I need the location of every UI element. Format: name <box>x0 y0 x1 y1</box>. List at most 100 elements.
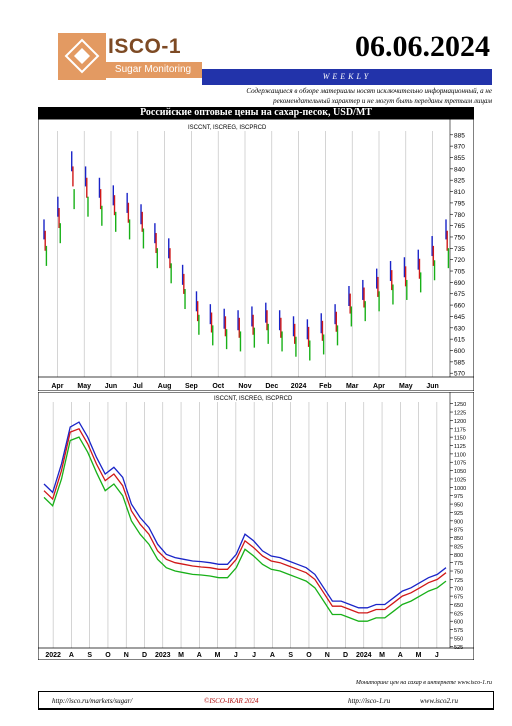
y-tick-label: 575 <box>454 628 463 634</box>
x-tick-label: Mar <box>346 383 359 390</box>
y-tick-label: 825 <box>454 544 463 550</box>
y-tick-label: 1100 <box>454 452 466 458</box>
y-tick-label: 650 <box>454 603 463 609</box>
x-tick-label: N <box>325 652 330 659</box>
x-tick-label: Apr <box>51 383 63 390</box>
y-tick-label: 570 <box>454 371 465 378</box>
y-tick-label: 925 <box>454 511 463 517</box>
y-tick-label: 775 <box>454 561 463 567</box>
x-tick-label: May <box>399 383 413 390</box>
x-tick-label: A <box>69 652 74 659</box>
report-date: 06.06.2024 <box>355 30 490 63</box>
y-tick-label: 1025 <box>454 477 466 483</box>
y-tick-label: 1200 <box>454 419 466 425</box>
y-tick-label: 750 <box>454 234 465 241</box>
footer-copyright: ©ISCO-IKAR 2024 <box>204 697 259 705</box>
series-iscprcd <box>45 189 450 361</box>
footer-note: Мониторинг цен на сахар в интернете www.… <box>355 680 492 686</box>
plot-frame <box>38 119 474 391</box>
y-tick-label: 585 <box>454 359 465 366</box>
series-isccnt <box>43 421 447 609</box>
x-tick-label: J <box>435 652 439 659</box>
x-tick-label: O <box>306 652 312 659</box>
footer-link-isco2[interactable]: www.isco2.ru <box>420 697 458 705</box>
x-tick-label: Nov <box>238 383 251 390</box>
chart-title: Российские оптовые цены на сахар-песок, … <box>38 107 474 119</box>
y-tick-label: 900 <box>454 519 463 525</box>
x-tick-label: Jul <box>133 383 143 390</box>
chart-history-prices: 2022 A S O N D 2023 M A M J J A S O N D 2024 M A M J 1250 1225 1… <box>38 392 474 660</box>
footer-link-markets[interactable]: http://isco.ru/markets/sugar/ <box>52 697 133 705</box>
footer-link-isco1[interactable]: http://isco-1.ru <box>348 697 391 705</box>
y-tick-label: 885 <box>454 132 465 139</box>
plot-frame <box>38 392 474 660</box>
y-tick-label: 800 <box>454 553 463 559</box>
y-tick-label: 1050 <box>454 469 466 475</box>
logo-title: ISCO-1 <box>108 35 182 58</box>
y-tick-label: 615 <box>454 337 465 344</box>
x-tick-label: A <box>197 652 202 659</box>
x-tick-label: J <box>252 652 256 659</box>
y-tick-label: 735 <box>454 246 465 253</box>
y-tick-label: 705 <box>454 269 465 276</box>
series-iscreg <box>44 166 448 347</box>
y-tick-label: 660 <box>454 303 465 310</box>
y-tick-label: 1125 <box>454 444 466 450</box>
y-tick-label: 690 <box>454 280 465 287</box>
y-tick-label: 1075 <box>454 461 466 467</box>
y-tick-label: 950 <box>454 503 463 509</box>
x-tick-label: O <box>105 652 111 659</box>
y-tick-label: 795 <box>454 200 465 207</box>
footer-bar <box>38 691 494 709</box>
y-tick-label: 1000 <box>454 486 466 492</box>
x-tick-label: 2024 <box>356 652 372 659</box>
chart-recent-prices: Apr May Jun Jul Aug Sep Oct Nov Dec 2024 Feb Mar Apr… <box>38 119 474 391</box>
y-tick-label: 840 <box>454 166 465 173</box>
y-tick-label: 850 <box>454 536 463 542</box>
y-tick-label: 645 <box>454 314 465 321</box>
y-tick-label: 700 <box>454 586 463 592</box>
series-iscprcd <box>43 436 447 622</box>
y-tick-label: 810 <box>454 189 465 196</box>
x-tick-label: A <box>398 652 403 659</box>
x-tick-label: J <box>234 652 238 659</box>
logo-subtitle: Sugar Monitoring <box>104 62 202 78</box>
x-tick-label: S <box>288 652 293 659</box>
y-tick-label: 675 <box>454 595 463 601</box>
x-tick-label: M <box>215 652 221 659</box>
series-isccnt <box>43 151 447 340</box>
y-tick-label: 780 <box>454 212 465 219</box>
logo-mark <box>58 33 106 80</box>
x-tick-label: Dec <box>265 383 278 390</box>
logo-diamond-icon <box>64 38 100 74</box>
y-tick-label: 1175 <box>454 427 466 433</box>
x-tick-label: D <box>142 652 147 659</box>
weekly-bar: WEEKLY <box>202 69 492 85</box>
x-tick-label: Apr <box>373 383 385 390</box>
x-tick-label: D <box>343 652 348 659</box>
x-tick-label: 2023 <box>155 652 171 659</box>
x-tick-label: Feb <box>319 383 331 390</box>
series-line <box>43 436 447 622</box>
x-tick-label: N <box>124 652 129 659</box>
y-tick-label: 630 <box>454 325 465 332</box>
x-tick-label: M <box>416 652 422 659</box>
x-tick-label: M <box>178 652 184 659</box>
x-tick-label: Aug <box>158 383 172 390</box>
x-tick-label: Jun <box>105 383 117 390</box>
series-line <box>43 427 447 614</box>
x-tick-label: Oct <box>212 383 224 390</box>
x-tick-label: A <box>270 652 275 659</box>
x-tick-label: May <box>77 383 91 390</box>
x-tick-label: Sep <box>185 383 198 390</box>
y-tick-label: 1250 <box>454 402 466 408</box>
y-tick-label: 855 <box>454 155 465 162</box>
x-tick-label: Jun <box>426 383 438 390</box>
y-tick-label: 765 <box>454 223 465 230</box>
y-tick-label: 870 <box>454 144 465 151</box>
y-tick-label: 525 <box>454 645 463 651</box>
x-tick-label: M <box>379 652 385 659</box>
y-tick-label: 600 <box>454 348 465 355</box>
y-tick-label: 625 <box>454 611 463 617</box>
series-iscreg <box>43 427 447 614</box>
